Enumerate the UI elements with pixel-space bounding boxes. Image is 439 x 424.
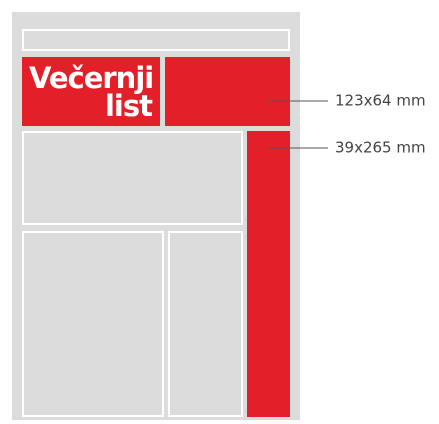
logo-text: Večernji (29, 61, 153, 95)
logo-box (22, 57, 160, 126)
content-box (22, 131, 243, 225)
ad-size-label: 39x265 mm (335, 139, 426, 157)
ad-block (247, 131, 290, 417)
logo-text: list (105, 89, 153, 123)
content-box (22, 231, 164, 417)
header-bar (22, 29, 290, 51)
ad-size-label: 123x64 mm (335, 92, 426, 110)
ad-block (165, 57, 290, 126)
content-box (168, 231, 243, 417)
